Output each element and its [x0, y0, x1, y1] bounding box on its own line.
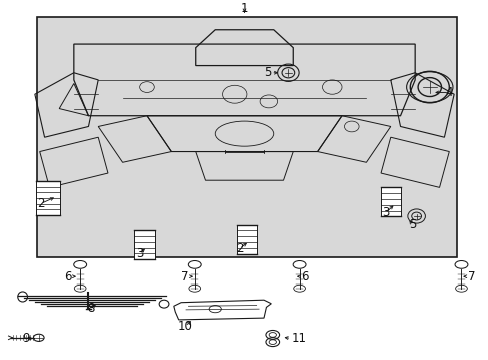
- Text: 5: 5: [408, 219, 416, 231]
- Bar: [134, 230, 155, 259]
- Text: 3: 3: [136, 247, 143, 260]
- Text: 3: 3: [382, 206, 389, 219]
- Text: 6: 6: [301, 270, 308, 283]
- Bar: [380, 187, 400, 216]
- Text: 7: 7: [467, 270, 474, 283]
- Text: 4: 4: [445, 86, 452, 99]
- Text: 2: 2: [235, 242, 243, 255]
- Text: 8: 8: [87, 302, 94, 315]
- Text: 10: 10: [177, 320, 192, 333]
- Text: 6: 6: [64, 270, 71, 283]
- Text: 9: 9: [22, 332, 30, 345]
- Text: 1: 1: [240, 3, 248, 15]
- Bar: [36, 181, 60, 215]
- Text: 11: 11: [291, 332, 305, 345]
- Bar: [37, 17, 456, 257]
- Text: 5: 5: [264, 66, 271, 79]
- Text: 7: 7: [181, 270, 188, 283]
- Text: 2: 2: [37, 197, 44, 210]
- Bar: [236, 225, 257, 254]
